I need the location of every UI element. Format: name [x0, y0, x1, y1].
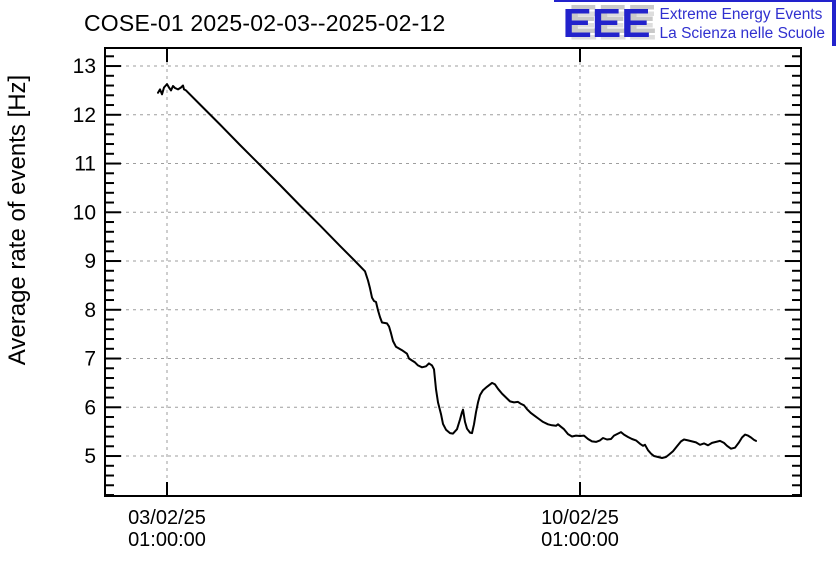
y-tick-label: 6: [84, 396, 96, 419]
eee-logo-text: Extreme Energy Events La Scienza nelle S…: [660, 5, 825, 43]
y-tick-label: 9: [84, 250, 96, 273]
y-tick-label: 12: [73, 104, 96, 127]
x-tick-label: 01:00:00: [128, 529, 206, 551]
y-axis-title: Average rate of events [Hz]: [4, 75, 31, 365]
y-tick-label: 11: [74, 153, 96, 176]
x-tick-label: 01:00:00: [541, 529, 619, 551]
eee-logo-line1: Extreme Energy Events: [659, 5, 823, 23]
eee-logo: EEE Extreme Energy Events La Scienza nel…: [553, 0, 836, 46]
eee-logo-line2: La Scienza nelle Scuole: [659, 24, 825, 42]
plot-frame: [104, 47, 802, 497]
y-tick-label: 10: [73, 201, 96, 224]
y-tick-label: 7: [84, 348, 96, 371]
x-tick-label: 03/02/25: [128, 507, 206, 529]
x-tick-label: 10/02/25: [541, 507, 619, 529]
chart-title: COSE-01 2025-02-03--2025-02-12: [84, 10, 446, 36]
y-tick-label: 8: [84, 299, 96, 322]
eee-logo-acronym: EEE: [562, 0, 651, 46]
rate-curve: [157, 83, 757, 459]
y-tick-label: 5: [84, 445, 96, 468]
y-tick-label: 13: [73, 55, 96, 78]
